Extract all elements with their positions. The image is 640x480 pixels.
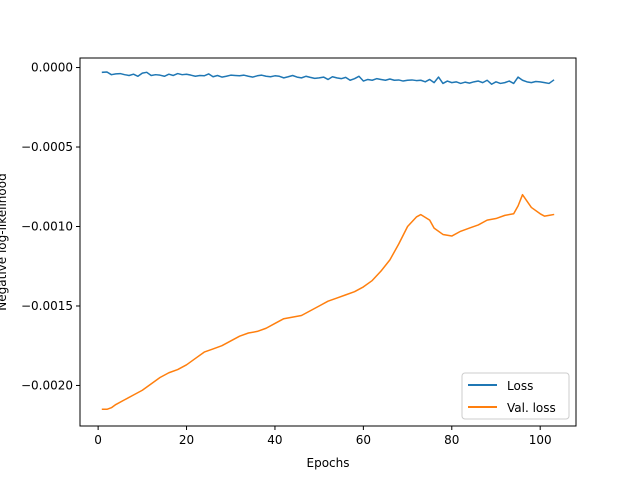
y-tick-label: 0.0000	[31, 61, 73, 75]
y-tick-label: −0.0005	[21, 140, 73, 154]
legend-label-loss: Loss	[507, 379, 533, 393]
y-axis-label: Negative log-likelihood	[0, 173, 9, 310]
y-tick-label: −0.0015	[21, 299, 73, 313]
legend-label-val-loss: Val. loss	[507, 401, 556, 415]
plot-frame	[79, 57, 577, 427]
x-tick-label: 100	[529, 433, 552, 447]
x-tick-label: 20	[179, 433, 194, 447]
legend: Loss Val. loss	[461, 372, 570, 420]
x-tick-label: 0	[94, 433, 102, 447]
y-tick-label: −0.0010	[21, 220, 73, 234]
series-line-loss	[101, 71, 555, 85]
x-tick-label: 80	[444, 433, 459, 447]
y-axis-ticks: 0.0000 −0.0005 −0.0010 −0.0015 −0.0020	[21, 61, 80, 392]
y-tick-label: −0.0020	[21, 378, 73, 392]
series-line-val-loss	[101, 193, 555, 411]
plot-area	[79, 57, 577, 427]
x-tick-label: 60	[356, 433, 371, 447]
series-layer	[101, 71, 555, 411]
x-axis-label: Epochs	[307, 456, 350, 470]
x-axis-ticks: 0 20 40 60 80 100	[94, 426, 552, 447]
x-tick-label: 40	[267, 433, 282, 447]
plot-background	[80, 58, 576, 426]
